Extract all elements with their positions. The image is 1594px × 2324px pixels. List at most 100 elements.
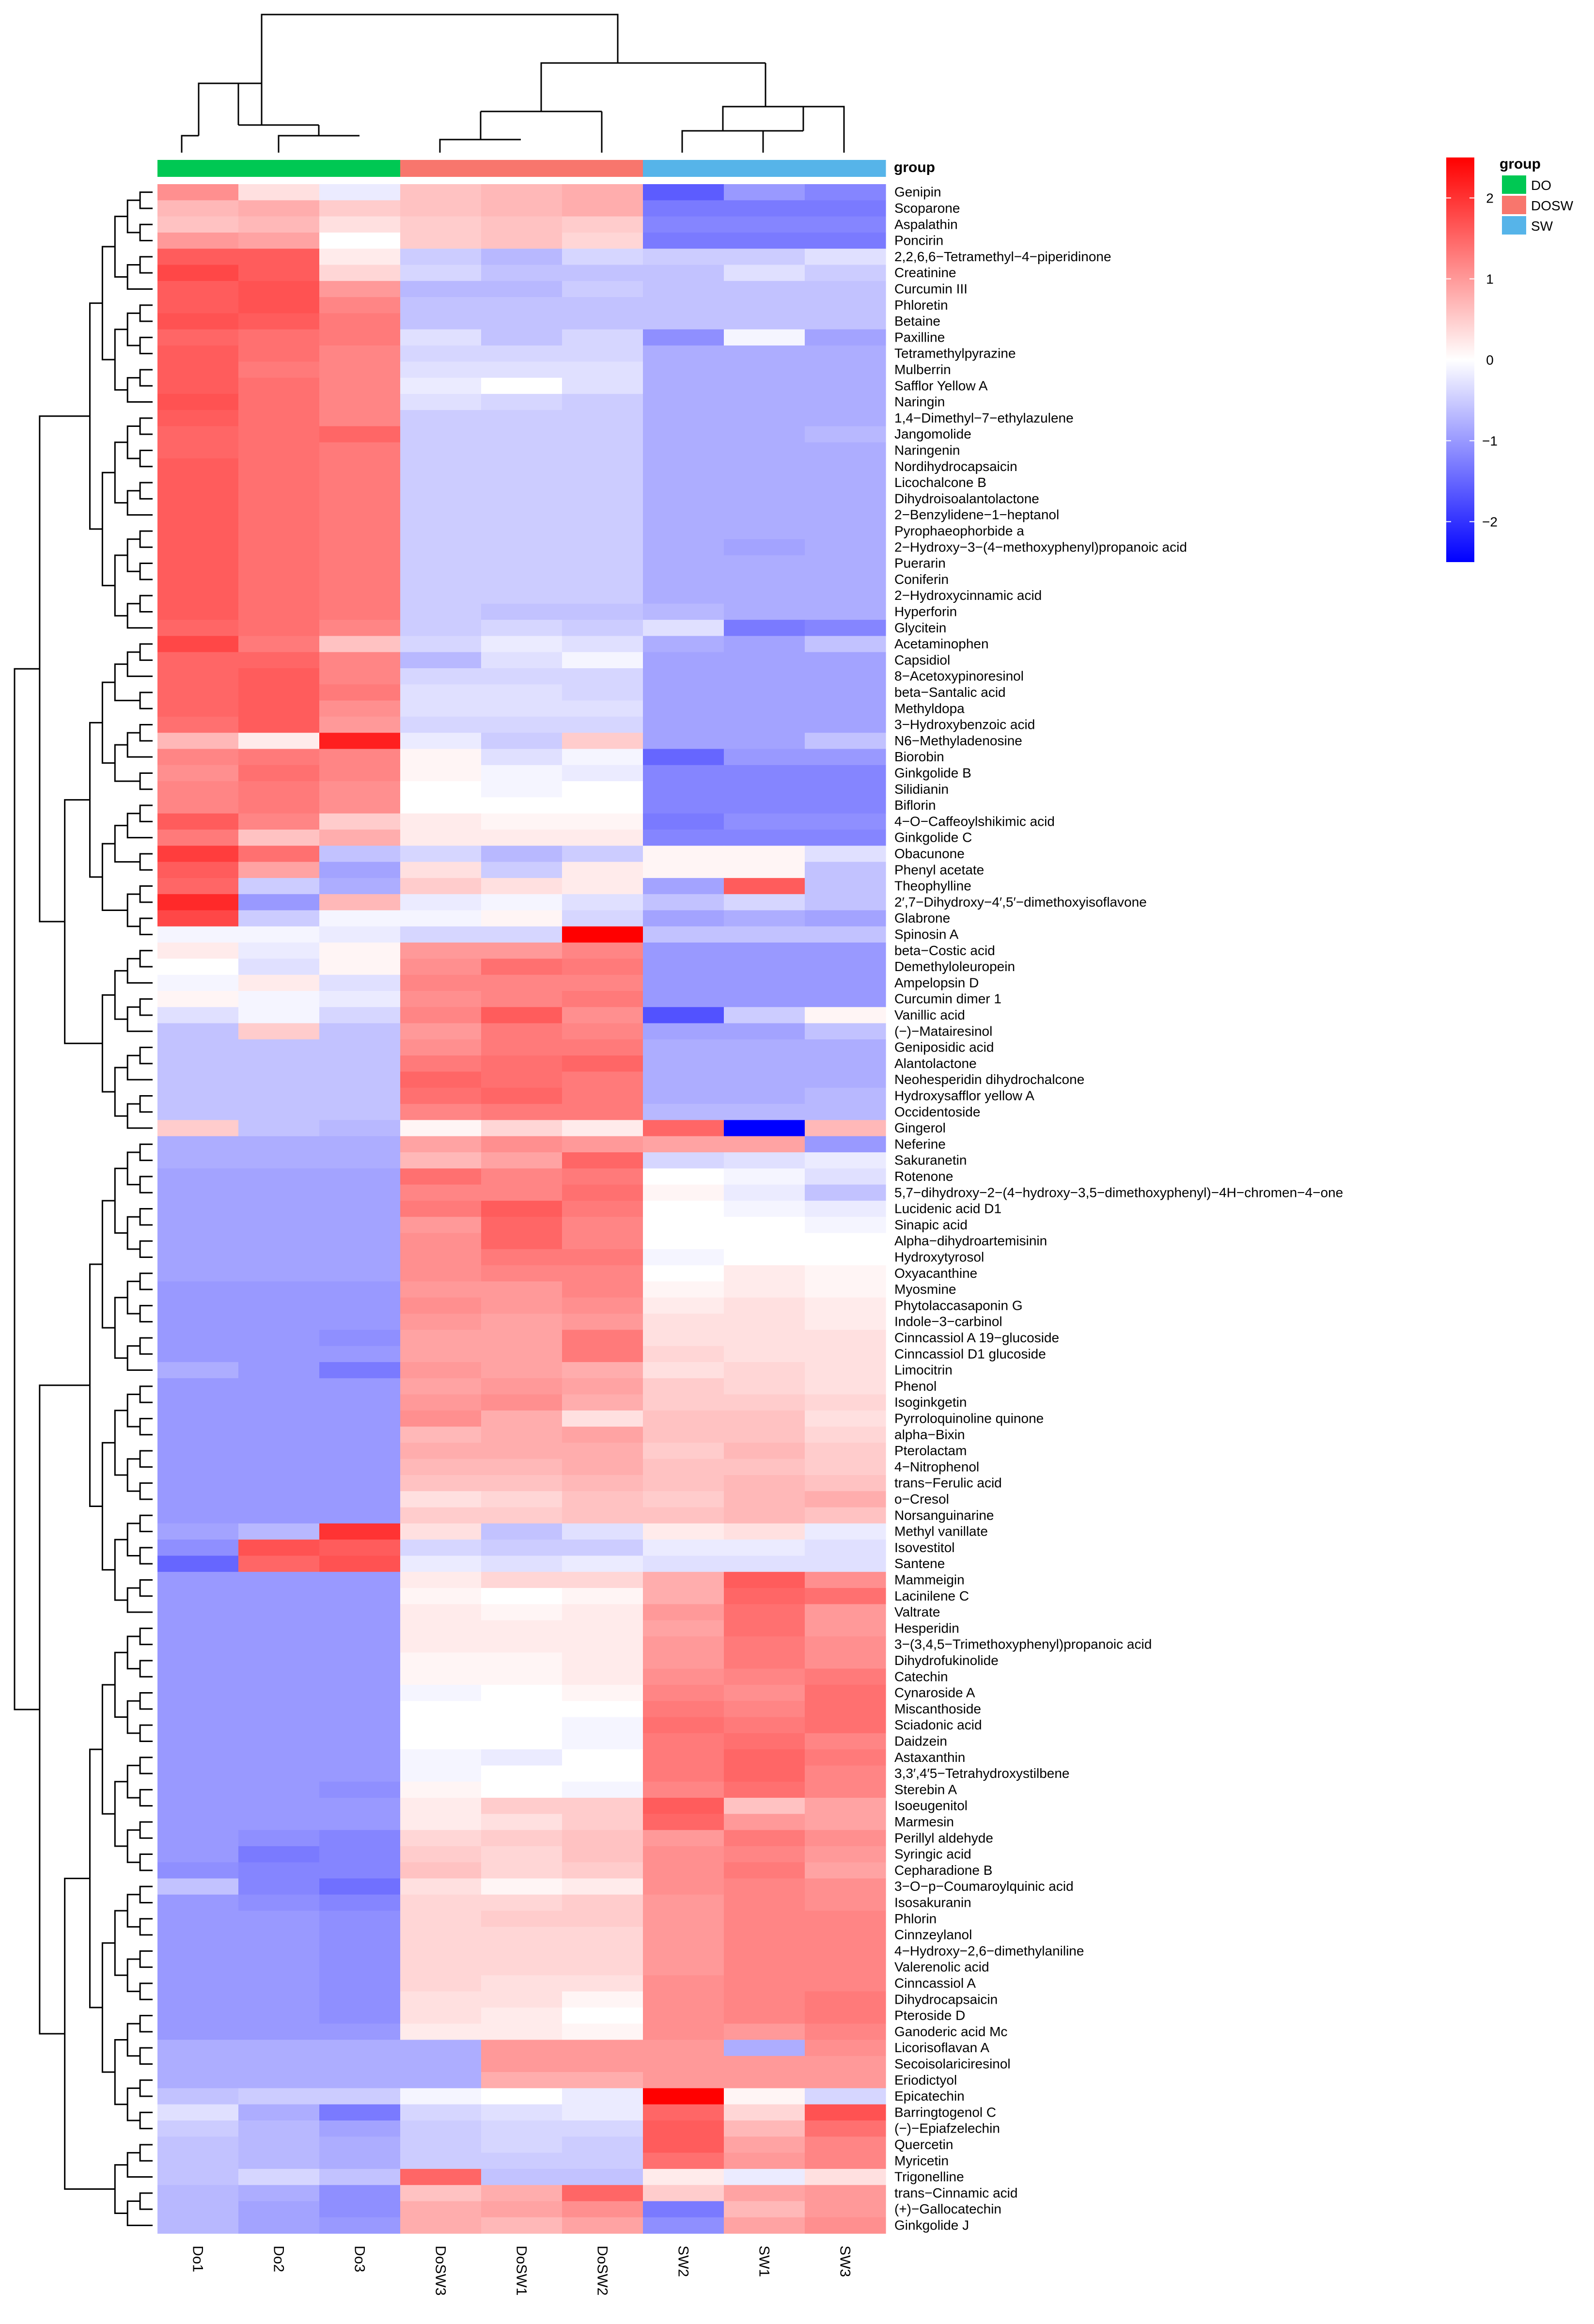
row-label: Biorobin bbox=[894, 749, 944, 764]
row-label: Aspalathin bbox=[894, 217, 958, 232]
row-dendrogram-branch bbox=[126, 893, 141, 927]
heatmap-cell bbox=[157, 1620, 239, 1637]
heatmap-cell bbox=[481, 1152, 563, 1169]
heatmap-cell bbox=[724, 958, 805, 975]
heatmap-cell bbox=[481, 1765, 563, 1782]
heatmap-cell bbox=[724, 1975, 805, 1992]
row-label: Ginkgolide J bbox=[894, 2217, 969, 2232]
heatmap-cell bbox=[157, 555, 239, 572]
heatmap-cell bbox=[481, 684, 563, 701]
row-label: alpha−Bixin bbox=[894, 1427, 965, 1442]
row-dendrogram-branch bbox=[126, 2087, 141, 2121]
heatmap-cell bbox=[562, 281, 643, 298]
heatmap-cell bbox=[157, 539, 239, 556]
row-dendrogram-branch bbox=[126, 425, 141, 459]
heatmap-cell bbox=[643, 1959, 724, 1976]
heatmap-cell bbox=[238, 539, 320, 556]
heatmap-cell bbox=[724, 668, 805, 685]
heatmap-cell bbox=[238, 1410, 320, 1427]
heatmap-cell bbox=[238, 410, 320, 427]
heatmap-cell bbox=[562, 716, 643, 733]
row-label: N6−Methyladenosine bbox=[894, 733, 1022, 748]
row-label: Cinncassiol D1 glucoside bbox=[894, 1346, 1046, 1361]
heatmap-cell bbox=[238, 1781, 320, 1798]
heatmap-cell bbox=[157, 2217, 239, 2234]
heatmap-cell bbox=[400, 2104, 482, 2121]
row-label: Marmesin bbox=[894, 1814, 954, 1829]
heatmap-cell bbox=[724, 539, 805, 556]
row-dendrogram-branch bbox=[101, 1684, 115, 1815]
row-dendrogram-branch bbox=[139, 917, 153, 935]
heatmap-cell bbox=[157, 1297, 239, 1314]
heatmap-cell bbox=[400, 2120, 482, 2137]
heatmap-cell bbox=[157, 1152, 239, 1169]
heatmap-cell bbox=[319, 345, 401, 362]
heatmap-cell bbox=[481, 1523, 563, 1540]
heatmap-cell bbox=[400, 1814, 482, 1831]
heatmap-cell bbox=[481, 1507, 563, 1524]
heatmap-cell bbox=[238, 281, 320, 298]
legend-group-label: DO bbox=[1531, 178, 1551, 193]
heatmap-cell bbox=[805, 2024, 886, 2041]
row-dendrogram-branch bbox=[114, 663, 141, 702]
row-dendrogram-branch bbox=[89, 302, 103, 530]
heatmap-cell bbox=[319, 1539, 401, 1556]
row-label: Biflorin bbox=[894, 798, 936, 813]
heatmap-cell bbox=[400, 490, 482, 507]
heatmap-cell bbox=[319, 1136, 401, 1153]
heatmap-cell bbox=[319, 1346, 401, 1363]
heatmap-cell bbox=[157, 1975, 239, 1992]
heatmap-cell bbox=[319, 523, 401, 540]
heatmap-cell bbox=[157, 1104, 239, 1120]
heatmap-cell bbox=[724, 1023, 805, 1040]
heatmap-cell bbox=[319, 958, 401, 975]
row-label: 2,2,6,6−Tetramethyl−4−piperidinone bbox=[894, 249, 1111, 264]
heatmap-cell bbox=[238, 571, 320, 588]
heatmap-cell bbox=[481, 442, 563, 459]
heatmap-cell bbox=[400, 1943, 482, 1960]
heatmap-cell bbox=[481, 2201, 563, 2218]
row-label: Capsidiol bbox=[894, 652, 950, 667]
heatmap-cell bbox=[805, 1733, 886, 1750]
heatmap-cell bbox=[562, 232, 643, 249]
row-label: 2−Hydroxycinnamic acid bbox=[894, 588, 1042, 603]
heatmap-cell bbox=[562, 2104, 643, 2121]
row-label: Naringenin bbox=[894, 442, 960, 457]
row-dendrogram-branch bbox=[101, 994, 115, 1093]
heatmap-cell bbox=[724, 1281, 805, 1298]
heatmap-cell bbox=[481, 716, 563, 733]
heatmap-cell bbox=[157, 1733, 239, 1750]
heatmap-cell bbox=[481, 1539, 563, 1556]
heatmap-cell bbox=[724, 345, 805, 362]
row-label: Eriodictyol bbox=[894, 2073, 957, 2088]
heatmap-cell bbox=[238, 1733, 320, 1750]
heatmap-cell bbox=[481, 1184, 563, 1201]
heatmap-cell bbox=[319, 1281, 401, 1298]
heatmap-cell bbox=[319, 1588, 401, 1604]
heatmap-cell bbox=[157, 1539, 239, 1556]
heatmap-cell bbox=[805, 668, 886, 685]
heatmap-cell bbox=[643, 1701, 724, 1718]
heatmap-cell bbox=[157, 1184, 239, 1201]
row-dendrogram-branch bbox=[139, 1385, 153, 1403]
row-label: Isoeugenitol bbox=[894, 1798, 968, 1813]
heatmap-cell bbox=[400, 684, 482, 701]
row-dendrogram-branch bbox=[101, 843, 128, 911]
heatmap-cell bbox=[157, 636, 239, 653]
heatmap-cell bbox=[319, 2120, 401, 2137]
heatmap-cell bbox=[643, 1007, 724, 1024]
legend-group-swatch bbox=[1502, 175, 1526, 194]
row-label: Phenyl acetate bbox=[894, 862, 984, 877]
row-dendrogram-branch bbox=[114, 1297, 128, 1359]
heatmap-cell bbox=[400, 1055, 482, 1072]
heatmap-cell bbox=[157, 700, 239, 717]
heatmap-cell bbox=[724, 1620, 805, 1637]
heatmap-cell bbox=[319, 1394, 401, 1411]
heatmap-cell bbox=[319, 587, 401, 604]
heatmap-cell bbox=[643, 216, 724, 233]
heatmap-cell bbox=[724, 910, 805, 927]
heatmap-cell bbox=[400, 1249, 482, 1266]
heatmap-cell bbox=[319, 2024, 401, 2041]
heatmap-cell bbox=[805, 716, 886, 733]
heatmap-cell bbox=[805, 458, 886, 475]
